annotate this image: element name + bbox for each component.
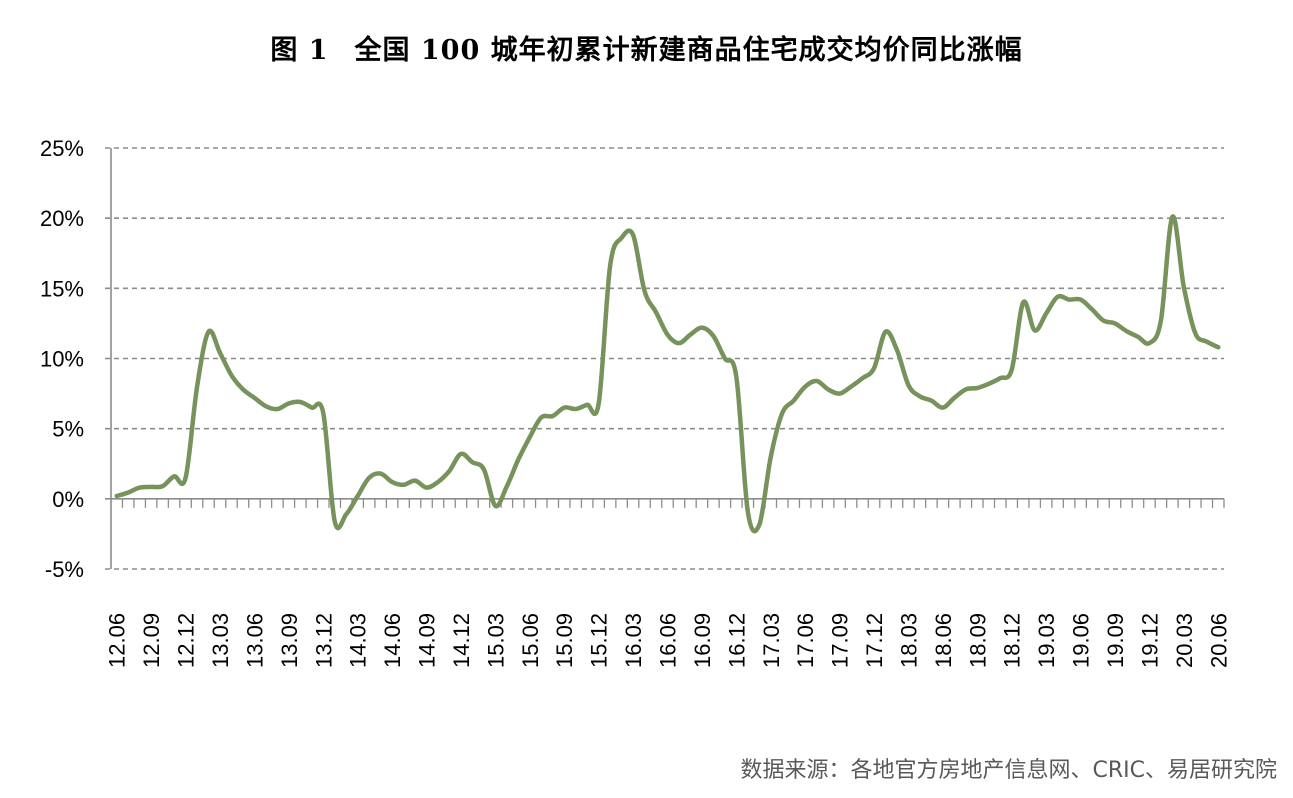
x-tick-label: 15.03 (483, 613, 508, 668)
x-tick-label: 17.12 (862, 613, 887, 668)
x-tick-label: 20.06 (1206, 613, 1231, 668)
series-line (114, 214, 1221, 534)
y-tick-label: 20% (40, 206, 84, 231)
x-tick-label: 19.09 (1103, 613, 1128, 668)
y-tick-label: 5% (52, 417, 84, 442)
x-tick-label: 14.06 (380, 613, 405, 668)
x-tick-label: 15.12 (587, 613, 612, 668)
x-tick-label: 18.06 (931, 613, 956, 668)
x-tick-label: 18.09 (965, 613, 990, 668)
x-tick-label: 16.03 (621, 613, 646, 668)
x-tick-label: 14.03 (346, 613, 371, 668)
x-tick-label: 19.03 (1034, 613, 1059, 668)
gridlines (105, 147, 1224, 570)
y-tick-label: 0% (52, 487, 84, 512)
figure-number: 图 1 (270, 35, 329, 66)
x-axis: 12.06 12.09 12.12 13.03 13.06 13.09 13.12 14.03… (105, 498, 1231, 668)
x-tick-label: 13.03 (208, 613, 233, 668)
y-axis: -5% 0% 5% 10% 15% 20% 25% (40, 136, 112, 582)
x-tick-label: 20.03 (1172, 613, 1197, 668)
x-tick-label: 17.06 (793, 613, 818, 668)
y-tick-label: 10% (40, 347, 84, 372)
x-tick-label: 19.12 (1137, 613, 1162, 668)
x-tick-label: 15.06 (518, 613, 543, 668)
x-tick-label: 16.12 (724, 613, 749, 668)
data-source-note: 数据来源：各地官方房地产信息网、CRIC、易居研究院 (740, 758, 1278, 783)
y-tick-label: -5% (45, 557, 84, 582)
x-tick-label: 12.12 (174, 613, 199, 668)
y-tick-label: 15% (40, 276, 84, 301)
x-tick-label: 13.06 (242, 613, 267, 668)
figure-title: 图 1 全国 100 城年初累计新建商品住宅成交均价同比涨幅 (0, 28, 1293, 67)
x-tick-label: 13.12 (311, 613, 336, 668)
x-tick-label: 16.06 (656, 613, 681, 668)
x-tick-label: 17.03 (759, 613, 784, 668)
x-tick-label: 18.12 (1000, 613, 1025, 668)
x-tick-label: 12.06 (105, 613, 130, 668)
x-tick-label: 17.09 (828, 613, 853, 668)
x-tick-label: 18.03 (896, 613, 921, 668)
x-tick-label: 13.09 (277, 613, 302, 668)
data-series (114, 214, 1221, 534)
x-tick-label: 16.09 (690, 613, 715, 668)
x-tick-label: 19.06 (1069, 613, 1094, 668)
x-tick-label: 15.09 (552, 613, 577, 668)
y-tick-label: 25% (40, 136, 84, 161)
figure-title-text: 全国 100 城年初累计新建商品住宅成交均价同比涨幅 (354, 35, 1023, 66)
x-tick-label: 14.09 (415, 613, 440, 668)
x-tick-label: 12.09 (139, 613, 164, 668)
x-tick-label: 14.12 (449, 613, 474, 668)
